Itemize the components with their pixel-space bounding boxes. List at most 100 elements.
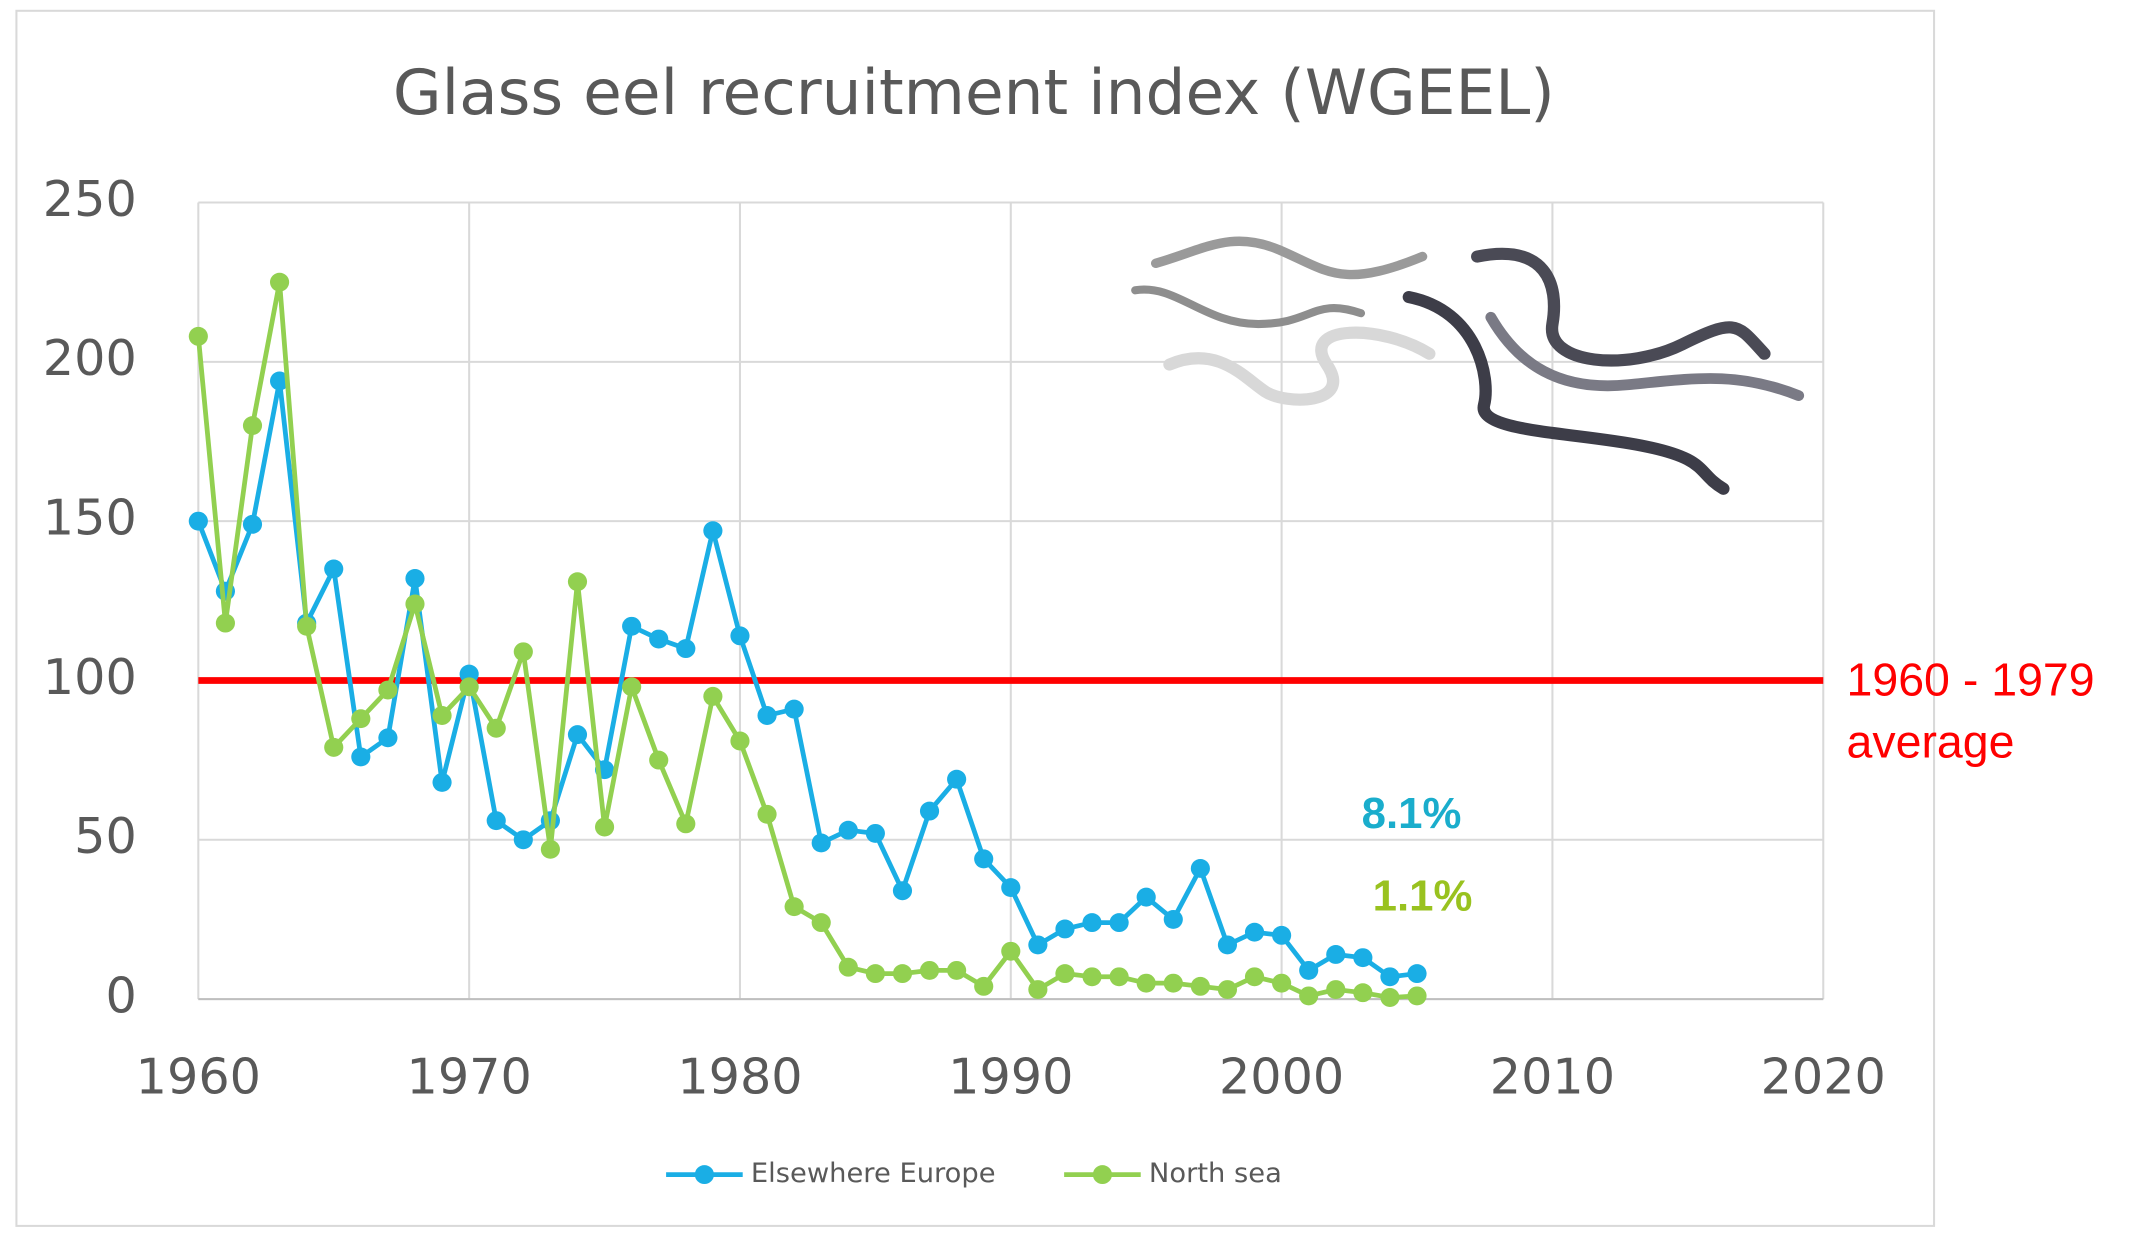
legend-label: North sea [1149, 1158, 1282, 1189]
data-point [405, 569, 425, 588]
y-tick-label: 100 [43, 649, 137, 706]
data-point [1163, 973, 1183, 993]
data-point [513, 642, 533, 662]
reference-label: average [1847, 716, 2015, 768]
data-point [622, 677, 642, 697]
data-point [1244, 967, 1265, 987]
data-point [919, 801, 940, 821]
data-point [486, 811, 506, 831]
data-point [947, 960, 967, 980]
data-point [513, 830, 533, 850]
x-tick-label: 2020 [1761, 1049, 1886, 1106]
data-point [540, 839, 560, 859]
data-point [1217, 935, 1238, 955]
x-tick-label: 1970 [407, 1049, 532, 1106]
data-point [784, 897, 804, 917]
data-point [757, 804, 777, 824]
data-point [757, 706, 777, 725]
data-point [188, 326, 208, 346]
data-point [1109, 913, 1129, 933]
chart-frame [15, 9, 1936, 1227]
reference-label: 1960 - 1979 [1847, 654, 2095, 706]
data-point [324, 737, 344, 757]
data-point [188, 511, 208, 531]
data-point [1407, 964, 1427, 984]
x-tick-label: 1990 [948, 1049, 1073, 1106]
data-point [1299, 986, 1319, 1006]
data-point [703, 686, 723, 706]
data-point [1244, 922, 1265, 942]
y-tick-label: 50 [74, 808, 137, 865]
data-point [1028, 980, 1048, 999]
data-point [676, 814, 696, 834]
legend-swatch [1092, 1165, 1113, 1185]
data-point [730, 731, 750, 751]
data-point [649, 629, 669, 649]
data-point [1380, 967, 1400, 987]
y-tick-label: 250 [43, 171, 137, 228]
data-point [459, 677, 479, 697]
data-point [351, 747, 371, 767]
data-point [1163, 909, 1183, 929]
data-point [1407, 986, 1427, 1006]
x-tick-label: 2010 [1490, 1049, 1615, 1106]
chart-title: Glass eel recruitment index (WGEEL) [393, 57, 1555, 130]
data-point [378, 728, 398, 748]
data-point [811, 833, 831, 853]
annotation: 1.1% [1373, 873, 1473, 921]
data-point [1055, 964, 1075, 984]
data-point [1299, 960, 1319, 980]
data-point [1001, 878, 1021, 898]
data-point [567, 725, 588, 745]
x-tick-label: 2000 [1219, 1049, 1344, 1106]
data-point [1001, 941, 1021, 961]
y-tick-label: 150 [43, 490, 137, 547]
legend-label: Elsewhere Europe [751, 1158, 996, 1189]
y-tick-label: 0 [105, 968, 136, 1025]
data-point [1055, 919, 1075, 939]
data-point [242, 416, 263, 436]
data-point [1136, 887, 1156, 907]
data-point [811, 913, 831, 933]
data-point [567, 572, 588, 592]
data-point [1353, 983, 1373, 1003]
data-point [947, 769, 967, 789]
data-point [892, 964, 913, 984]
data-point [1326, 980, 1346, 999]
data-point [297, 616, 317, 636]
series-line [195, 281, 1418, 1000]
annotation: 8.1% [1362, 790, 1462, 838]
data-point [269, 272, 290, 292]
series-line [196, 380, 1418, 980]
data-point [215, 613, 235, 633]
data-point [1353, 948, 1373, 968]
data-point [919, 960, 940, 980]
data-point [1028, 935, 1048, 955]
data-point [1217, 980, 1238, 999]
x-tick-label: 1960 [136, 1049, 261, 1106]
data-point [974, 849, 994, 869]
data-point [1380, 988, 1400, 1007]
data-point [242, 514, 263, 534]
data-point [594, 817, 615, 837]
data-point [351, 709, 371, 729]
eel-illustration [1131, 236, 1805, 495]
data-point [1109, 967, 1129, 987]
x-tick-label: 1980 [677, 1049, 802, 1106]
data-point [1190, 976, 1210, 996]
data-point [405, 594, 425, 614]
data-point [892, 881, 913, 901]
data-point [1190, 858, 1210, 878]
data-point [324, 559, 344, 579]
data-point [378, 680, 398, 700]
legend-swatch [694, 1165, 714, 1185]
data-point [784, 699, 804, 719]
data-point [1326, 945, 1346, 964]
data-point [676, 639, 696, 659]
data-point [269, 371, 290, 391]
data-point [838, 820, 858, 840]
y-tick-label: 200 [43, 331, 137, 388]
data-point [865, 964, 885, 984]
data-point [486, 718, 506, 738]
